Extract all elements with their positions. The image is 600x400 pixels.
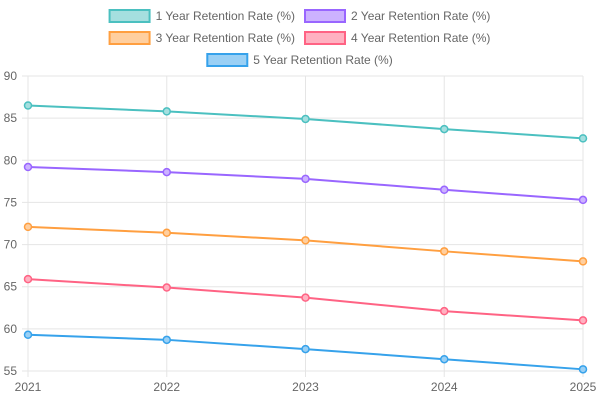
data-point[interactable] [440, 354, 449, 364]
legend-label: 1 Year Retention Rate (%) [156, 9, 295, 23]
data-point[interactable] [440, 124, 449, 134]
legend-label: 5 Year Retention Rate (%) [253, 53, 392, 67]
data-point[interactable] [301, 344, 310, 354]
legend-label: 4 Year Retention Rate (%) [351, 31, 490, 45]
data-point[interactable] [23, 101, 33, 110]
legend: 1 Year Retention Rate (%) 2 Year Retentio… [108, 9, 490, 67]
x-tick-label: 2025 [570, 380, 597, 394]
data-point[interactable] [162, 335, 171, 345]
data-point[interactable] [440, 306, 449, 316]
y-tick-label: 60 [4, 322, 18, 336]
series-lines [23, 101, 588, 374]
y-tick-label: 90 [4, 69, 18, 83]
x-tick-label: 2021 [15, 380, 42, 394]
data-point[interactable] [301, 293, 310, 302]
data-point[interactable] [23, 162, 33, 172]
legend-swatch [206, 53, 249, 67]
legend-label: 3 Year Retention Rate (%) [156, 31, 295, 45]
data-point[interactable] [578, 365, 588, 374]
legend-item-1[interactable]: 1 Year Retention Rate (%) [108, 9, 295, 23]
data-point[interactable] [440, 185, 449, 195]
legend-item-3[interactable]: 3 Year Retention Rate (%) [108, 31, 295, 45]
y-tick-label: 75 [4, 195, 18, 209]
legend-label: 2 Year Retention Rate (%) [351, 9, 490, 23]
legend-item-4[interactable]: 4 Year Retention Rate (%) [304, 31, 490, 45]
legend-item-5[interactable]: 5 Year Retention Rate (%) [206, 53, 393, 67]
x-tick-label: 2024 [431, 380, 458, 394]
axes: 55 60 65 70 75 80 85 90 2021 2022 2023 2024 2025 [4, 69, 597, 394]
data-point[interactable] [23, 222, 33, 232]
data-point[interactable] [162, 107, 171, 116]
legend-swatch [304, 9, 346, 23]
y-tick-label: 55 [4, 364, 18, 378]
data-point[interactable] [162, 167, 171, 177]
data-point[interactable] [578, 257, 588, 266]
data-point[interactable] [578, 134, 588, 143]
data-point[interactable] [23, 330, 33, 340]
data-point[interactable] [440, 247, 449, 256]
data-point[interactable] [162, 228, 171, 238]
data-point[interactable] [301, 114, 310, 124]
data-point[interactable] [23, 274, 33, 284]
x-tick-label: 2022 [153, 380, 180, 394]
y-tick-label: 80 [4, 153, 18, 167]
data-point[interactable] [301, 236, 310, 245]
legend-item-2[interactable]: 2 Year Retention Rate (%) [304, 9, 490, 23]
legend-swatch [108, 31, 151, 45]
legend-swatch [304, 31, 346, 45]
legend-swatch [108, 9, 151, 23]
data-point[interactable] [578, 316, 588, 325]
data-point[interactable] [301, 174, 310, 184]
y-tick-label: 70 [4, 238, 18, 252]
y-tick-label: 65 [4, 280, 18, 294]
data-point[interactable] [578, 195, 588, 205]
x-tick-label: 2023 [292, 380, 319, 394]
data-point[interactable] [162, 283, 171, 292]
y-tick-label: 85 [4, 111, 18, 125]
